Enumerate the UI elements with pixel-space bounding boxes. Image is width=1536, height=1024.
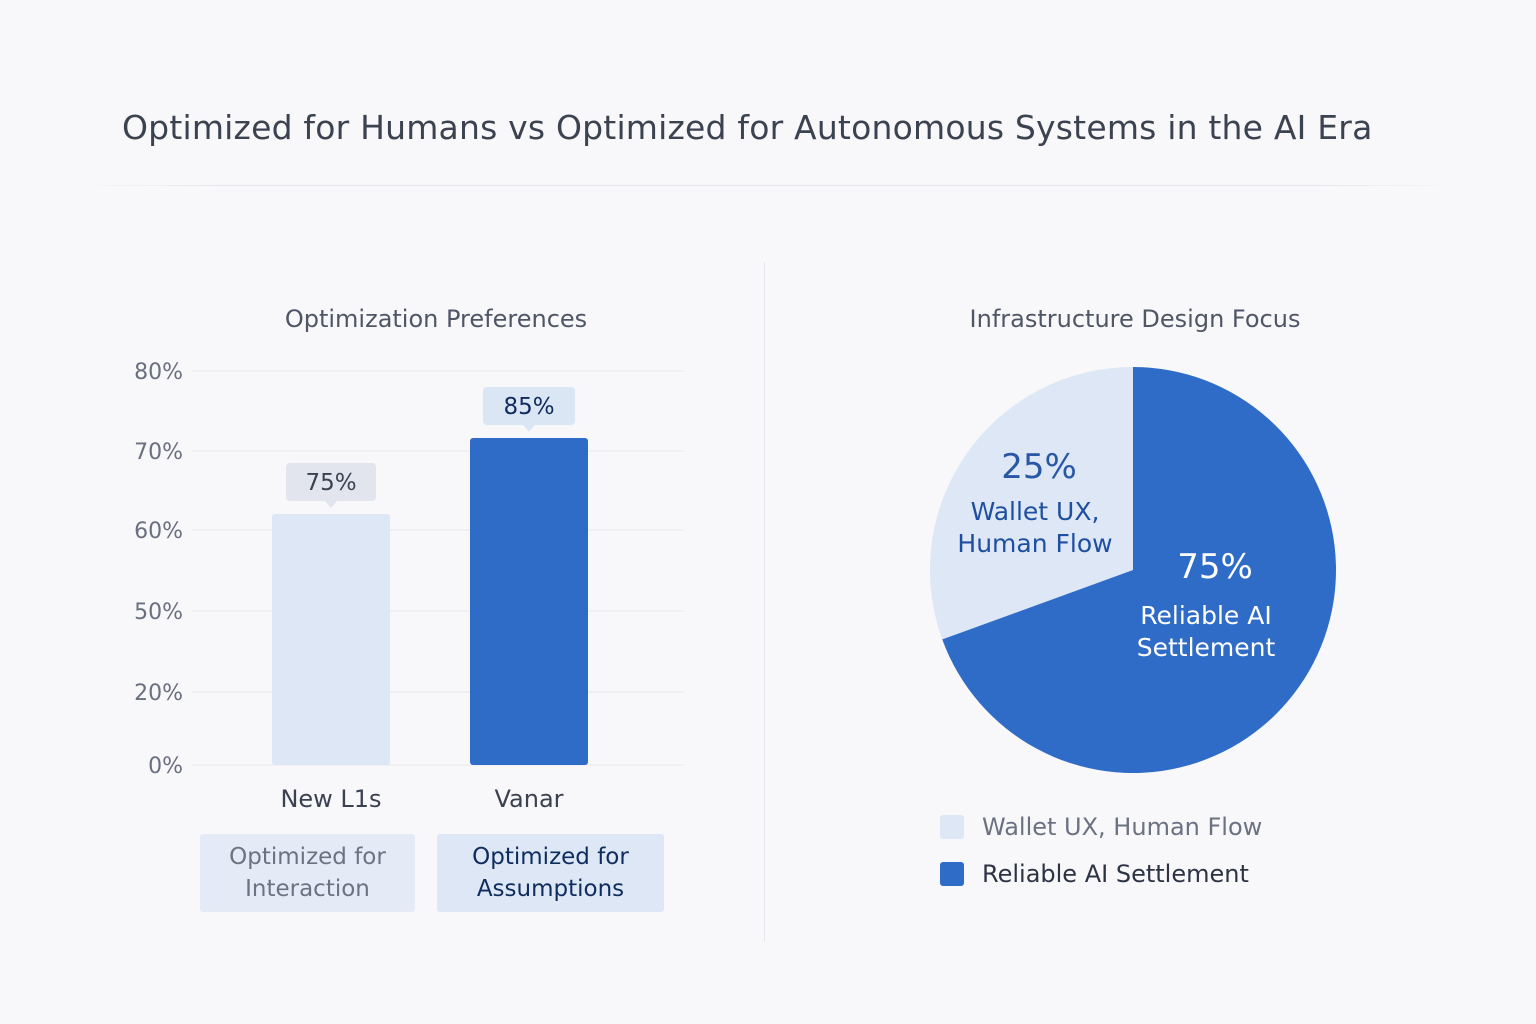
y-tick-label: 50% — [134, 600, 183, 625]
pie-value-label: 75% — [1177, 547, 1253, 587]
pie-slice-0 — [929, 367, 1133, 640]
data-label-pointer — [523, 425, 535, 432]
y-tick-label: 60% — [134, 519, 183, 544]
pie-chart-title: Infrastructure Design Focus — [969, 305, 1301, 333]
bar-chart-title: Optimization Preferences — [284, 305, 588, 333]
y-tick-label: 20% — [134, 681, 183, 706]
panel-divider — [764, 262, 765, 942]
legend-label-wallet-ux: Wallet UX, Human Flow — [982, 812, 1263, 841]
legend-swatch-dark — [940, 861, 964, 886]
legend-swatch-light — [940, 814, 964, 839]
pie-value-label: 25% — [1001, 447, 1077, 487]
pie-slice-text-line: Human Flow — [957, 529, 1112, 558]
legend-item-ai-settlement: Reliable AI Settlement — [940, 850, 1262, 897]
category-note-vanar: Optimized for Assumptions — [437, 834, 664, 912]
legend-item-wallet-ux: Wallet UX, Human Flow — [940, 803, 1262, 850]
data-label-badge — [286, 463, 376, 501]
pie-slice-text-line: Reliable AI — [1140, 601, 1271, 630]
data-label-pointer — [325, 501, 337, 508]
title-divider — [80, 185, 1456, 186]
y-tick-label: 0% — [148, 754, 183, 779]
y-tick-label: 80% — [134, 360, 183, 385]
bar-vanar — [470, 438, 588, 765]
page-title: Optimized for Humans vs Optimized for Au… — [122, 108, 1373, 147]
x-tick-label: New L1s — [280, 785, 381, 813]
data-label: 85% — [503, 394, 554, 420]
bar-new-l1s — [272, 514, 390, 765]
x-tick-label: Vanar — [494, 785, 563, 813]
category-note-new-l1s: Optimized for Interaction — [200, 834, 415, 912]
data-label: 75% — [305, 470, 356, 496]
y-tick-label: 70% — [134, 440, 183, 465]
pie-slice-text-line: Wallet UX, — [971, 497, 1100, 526]
pie-legend: Wallet UX, Human Flow Reliable AI Settle… — [940, 803, 1262, 897]
legend-label-ai-settlement: Reliable AI Settlement — [982, 859, 1249, 888]
pie-slice-text-line: Settlement — [1137, 633, 1276, 662]
pie-slice-1 — [942, 367, 1336, 773]
data-label-badge — [483, 387, 575, 425]
